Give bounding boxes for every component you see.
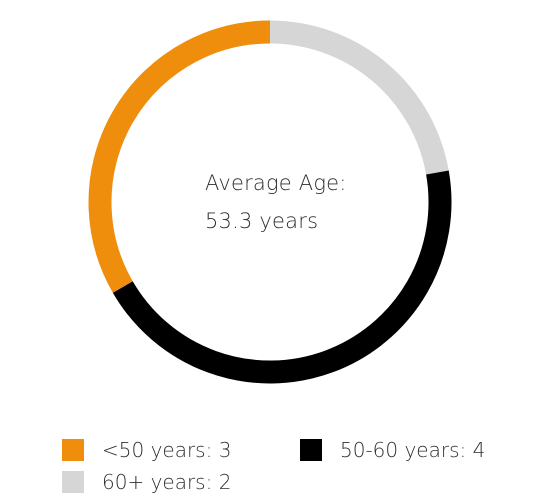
legend-label-50-60: 50-60 years: 4 xyxy=(340,438,486,462)
legend-item-50-60: 50-60 years: 4 xyxy=(300,438,485,462)
legend-swatch-50-60 xyxy=(300,439,322,461)
donut-chart xyxy=(88,20,452,384)
legend-item-under-50: <50 years: 3 xyxy=(62,438,231,462)
legend-item-60-plus: 60+ years: 2 xyxy=(62,470,231,494)
donut-slice-60-years xyxy=(269,20,449,175)
legend-label-under-50: <50 years: 3 xyxy=(102,438,232,462)
donut-slice-50-years xyxy=(88,20,271,293)
legend-swatch-60-plus xyxy=(62,471,84,493)
center-title: Average Age: xyxy=(205,171,347,195)
legend-swatch-under-50 xyxy=(62,439,84,461)
legend-label-60-plus: 60+ years: 2 xyxy=(102,470,232,494)
center-value: 53.3 years xyxy=(205,209,319,233)
donut-slices xyxy=(88,20,452,384)
donut-slice-50-60-years xyxy=(112,170,452,384)
